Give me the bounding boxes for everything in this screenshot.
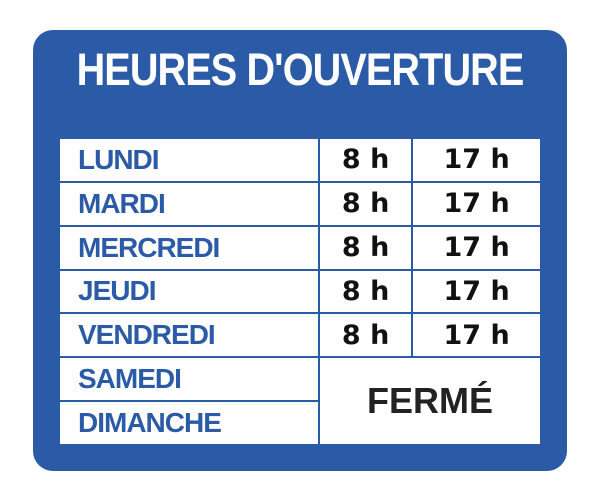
table-row: SAMEDI FERMÉ <box>58 356 542 446</box>
open-time: 8 h <box>317 180 414 227</box>
sign-title: HEURES D'OUVERTURE <box>76 44 525 95</box>
close-time: 17 h <box>411 224 542 271</box>
close-time: 17 h <box>411 268 542 315</box>
day-label: VENDREDI <box>58 312 320 359</box>
table-row: LUNDI 8 h 17 h <box>58 137 542 183</box>
day-label: DIMANCHE <box>58 400 320 446</box>
close-time: 17 h <box>411 137 542 183</box>
table-row: DIMANCHE <box>58 400 541 446</box>
open-time: 8 h <box>317 224 414 271</box>
day-label: MERCREDI <box>58 224 320 271</box>
day-label: LUNDI <box>58 137 320 183</box>
table-row: JEUDI 8 h 17 h <box>58 268 542 315</box>
close-time: 17 h <box>411 312 542 359</box>
day-label: SAMEDI <box>58 356 320 403</box>
table-row: MARDI 8 h 17 h <box>58 180 542 227</box>
closed-label: FERMÉ <box>318 356 542 446</box>
table-row: VENDREDI 8 h 17 h <box>58 312 542 359</box>
open-time: 8 h <box>317 137 414 183</box>
open-time: 8 h <box>317 268 414 315</box>
table-row: MERCREDI 8 h 17 h <box>58 224 542 271</box>
day-label: MARDI <box>58 180 320 227</box>
day-label: JEUDI <box>58 268 320 315</box>
close-time: 17 h <box>411 180 542 227</box>
opening-hours-table: LUNDI 8 h 17 h MARDI 8 h 17 h MERCREDI 8… <box>58 137 542 446</box>
open-time: 8 h <box>317 312 414 359</box>
